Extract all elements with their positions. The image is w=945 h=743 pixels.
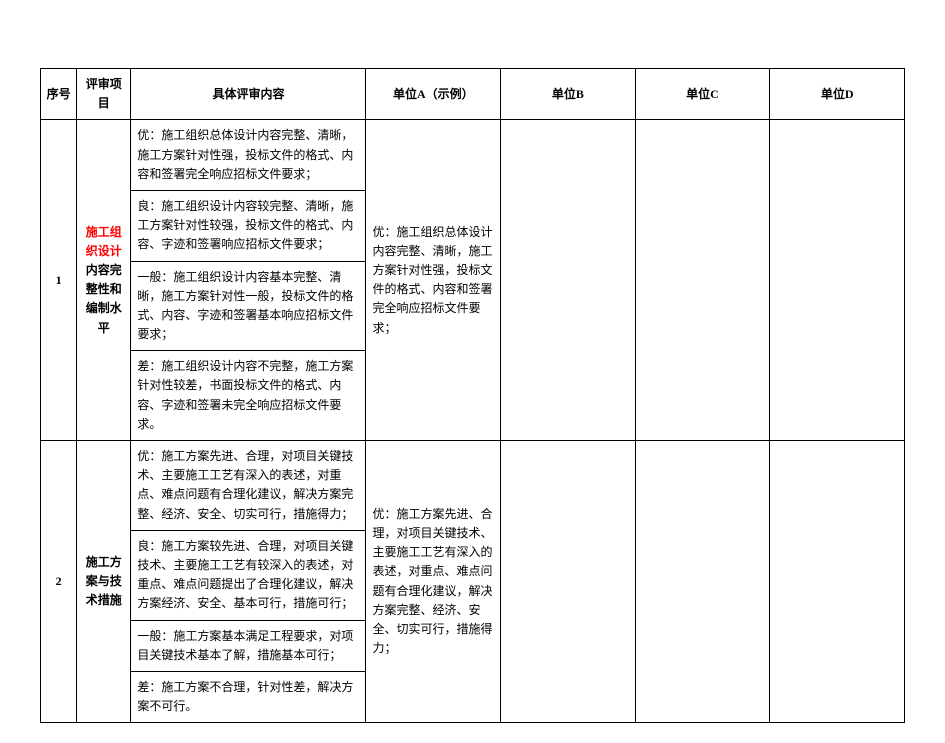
header-unit-d: 单位D [770,69,905,120]
row-1-seq: 1 [41,120,77,441]
row-2-unit-b [501,441,636,723]
row-1-unit-c [635,120,770,441]
row-1-unit-d [770,120,905,441]
header-content: 具体评审内容 [131,69,366,120]
row-2-criteria-1: 2 施工方案与技术措施 优：施工方案先进、合理，对项目关键技术、主要施工工艺有深… [41,441,905,531]
row-1-crit-excellent: 优：施工组织总体设计内容完整、清晰，施工方案针对性强，投标文件的格式、内容和签署… [131,120,366,191]
header-row: 序号 评审项目 具体评审内容 单位A（示例） 单位B 单位C 单位D [41,69,905,120]
header-item: 评审项目 [77,69,131,120]
row-2-seq: 2 [41,441,77,723]
row-1-item-rest: 内容完整性和编制水平 [86,263,122,335]
row-1-item: 施工组织设计内容完整性和编制水平 [77,120,131,441]
row-1-example-a: 优：施工组织总体设计内容完整、清晰，施工方案针对性强，投标文件的格式、内容和签署… [366,120,501,441]
row-2-example-a: 优：施工方案先进、合理，对项目关键技术、主要施工工艺有深入的表述，对重点、难点问… [366,441,501,723]
header-unit-b: 单位B [501,69,636,120]
row-1-crit-good: 良：施工组织设计内容较完整、清晰，施工方案针对性较强，投标文件的格式、内容、字迹… [131,190,366,261]
row-2-crit-excellent: 优：施工方案先进、合理，对项目关键技术、主要施工工艺有深入的表述，对重点、难点问… [131,441,366,531]
row-1-crit-poor: 差：施工组织设计内容不完整，施工方案针对性较差，书面投标文件的格式、内容、字迹和… [131,351,366,441]
header-seq: 序号 [41,69,77,120]
row-1-crit-general: 一般：施工组织设计内容基本完整、清晰，施工方案针对性一般，投标文件的格式、内容、… [131,261,366,351]
row-1-unit-b [501,120,636,441]
row-1-item-red: 施工组织设计 [86,225,122,258]
row-2-crit-good: 良：施工方案较先进、合理，对项目关键技术、主要施工工艺有较深入的表述，对重点、难… [131,530,366,620]
header-unit-c: 单位C [635,69,770,120]
row-1-criteria-1: 1 施工组织设计内容完整性和编制水平 优：施工组织总体设计内容完整、清晰，施工方… [41,120,905,191]
row-2-item: 施工方案与技术措施 [77,441,131,723]
row-2-crit-poor: 差：施工方案不合理，针对性差，解决方案不可行。 [131,671,366,722]
row-2-unit-c [635,441,770,723]
review-table: 序号 评审项目 具体评审内容 单位A（示例） 单位B 单位C 单位D 1 施工组… [40,68,905,723]
row-2-crit-general: 一般：施工方案基本满足工程要求，对项目关键技术基本了解，措施基本可行； [131,620,366,671]
row-2-unit-d [770,441,905,723]
header-unit-a: 单位A（示例） [366,69,501,120]
